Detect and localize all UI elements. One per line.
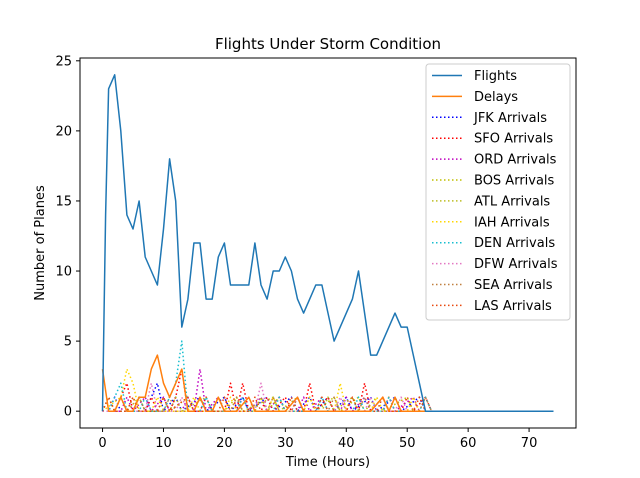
y-tick-label: 0: [64, 405, 72, 420]
legend-label-iah-arrivals: IAH Arrivals: [474, 215, 550, 230]
series-line-ord-arrivals: [102, 368, 554, 412]
x-tick-label: 10: [155, 436, 172, 451]
x-axis: 0 10 20 30 40 50 60 70: [98, 428, 537, 451]
plot-area: [101, 74, 554, 412]
x-tick-label: 20: [216, 436, 233, 451]
legend-box: [425, 63, 571, 321]
legend-items: Flights Delays JFK Arrivals SFO Arrivals ORD…: [432, 69, 558, 314]
x-tick-label: 30: [277, 436, 294, 451]
series-line-sfo-arrivals: [102, 368, 554, 412]
legend-label-den-arrivals: DEN Arrivals: [474, 236, 555, 251]
series-line-bos-arrivals: [101, 396, 554, 412]
legend-label-dfw-arrivals: DFW Arrivals: [474, 257, 558, 272]
legend-label-ord-arrivals: ORD Arrivals: [474, 153, 557, 168]
series-line-den-arrivals: [102, 340, 554, 412]
legend-label-flights: Flights: [474, 69, 517, 84]
series-line-delays: [101, 354, 554, 412]
x-tick-label: 50: [399, 436, 416, 451]
x-tick-label: 0: [98, 436, 106, 451]
y-tick-label: 5: [64, 335, 72, 350]
legend-label-sea-arrivals: SEA Arrivals: [474, 278, 553, 293]
legend-label-jfk-arrivals: JFK Arrivals: [473, 111, 547, 126]
x-tick-label: 40: [338, 436, 355, 451]
x-axis-label: Time (Hours): [285, 455, 370, 470]
chart-title: Flights Under Storm Condition: [215, 35, 441, 53]
series-line-iah-arrivals: [102, 368, 554, 412]
plot-frame: [79, 57, 577, 429]
y-tick-label: 10: [55, 265, 72, 280]
x-tick-label: 70: [521, 436, 538, 451]
legend-label-bos-arrivals: BOS Arrivals: [474, 174, 555, 189]
legend-label-sfo-arrivals: SFO Arrivals: [474, 132, 553, 147]
legend-label-atl-arrivals: ATL Arrivals: [474, 194, 550, 209]
legend: Flights Delays JFK Arrivals SFO Arrivals ORD…: [425, 63, 571, 321]
legend-label-las-arrivals: LAS Arrivals: [474, 299, 552, 314]
series-line-atl-arrivals: [102, 396, 554, 412]
series-line-dfw-arrivals: [102, 382, 554, 412]
y-axis-label: Number of Planes: [33, 185, 48, 301]
y-axis: 0 5 10 15 20 25: [55, 54, 80, 420]
y-tick-label: 25: [55, 54, 72, 69]
y-tick-label: 15: [55, 194, 72, 209]
y-tick-label: 20: [55, 124, 72, 139]
legend-label-delays: Delays: [474, 90, 518, 105]
x-tick-label: 60: [460, 436, 477, 451]
series-layer: [101, 74, 554, 412]
series-line-flights: [101, 74, 554, 412]
